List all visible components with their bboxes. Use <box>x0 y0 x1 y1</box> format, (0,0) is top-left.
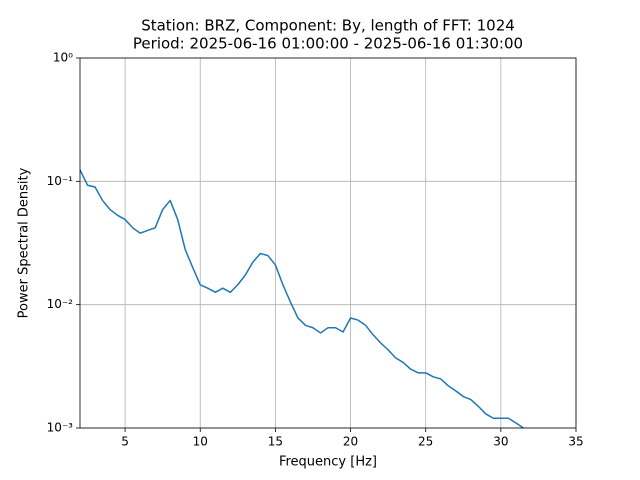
x-axis-label: Frequency [Hz] <box>279 455 377 470</box>
y-tick-label: 10⁻¹ <box>47 174 74 188</box>
plot-frame <box>79 57 577 429</box>
chart-title: Station: BRZ, Component: By, length of F… <box>141 17 515 35</box>
x-tick-label: 20 <box>343 435 358 449</box>
x-tick-label: 10 <box>193 435 208 449</box>
chart-subtitle: Period: 2025-06-16 01:00:00 - 2025-06-16… <box>133 35 523 53</box>
x-tick-label: 5 <box>121 435 129 449</box>
y-tick-label: 10⁻² <box>47 297 74 311</box>
x-tick-label: 30 <box>493 435 508 449</box>
y-tick-label: 10⁰ <box>53 51 73 65</box>
x-tick-label: 35 <box>568 435 583 449</box>
y-tick-label: 10⁻³ <box>47 421 74 435</box>
y-axis-label: Power Spectral Density <box>17 167 32 318</box>
data-line <box>79 169 524 429</box>
x-tick-label: 25 <box>418 435 433 449</box>
x-tick-label: 15 <box>268 435 283 449</box>
